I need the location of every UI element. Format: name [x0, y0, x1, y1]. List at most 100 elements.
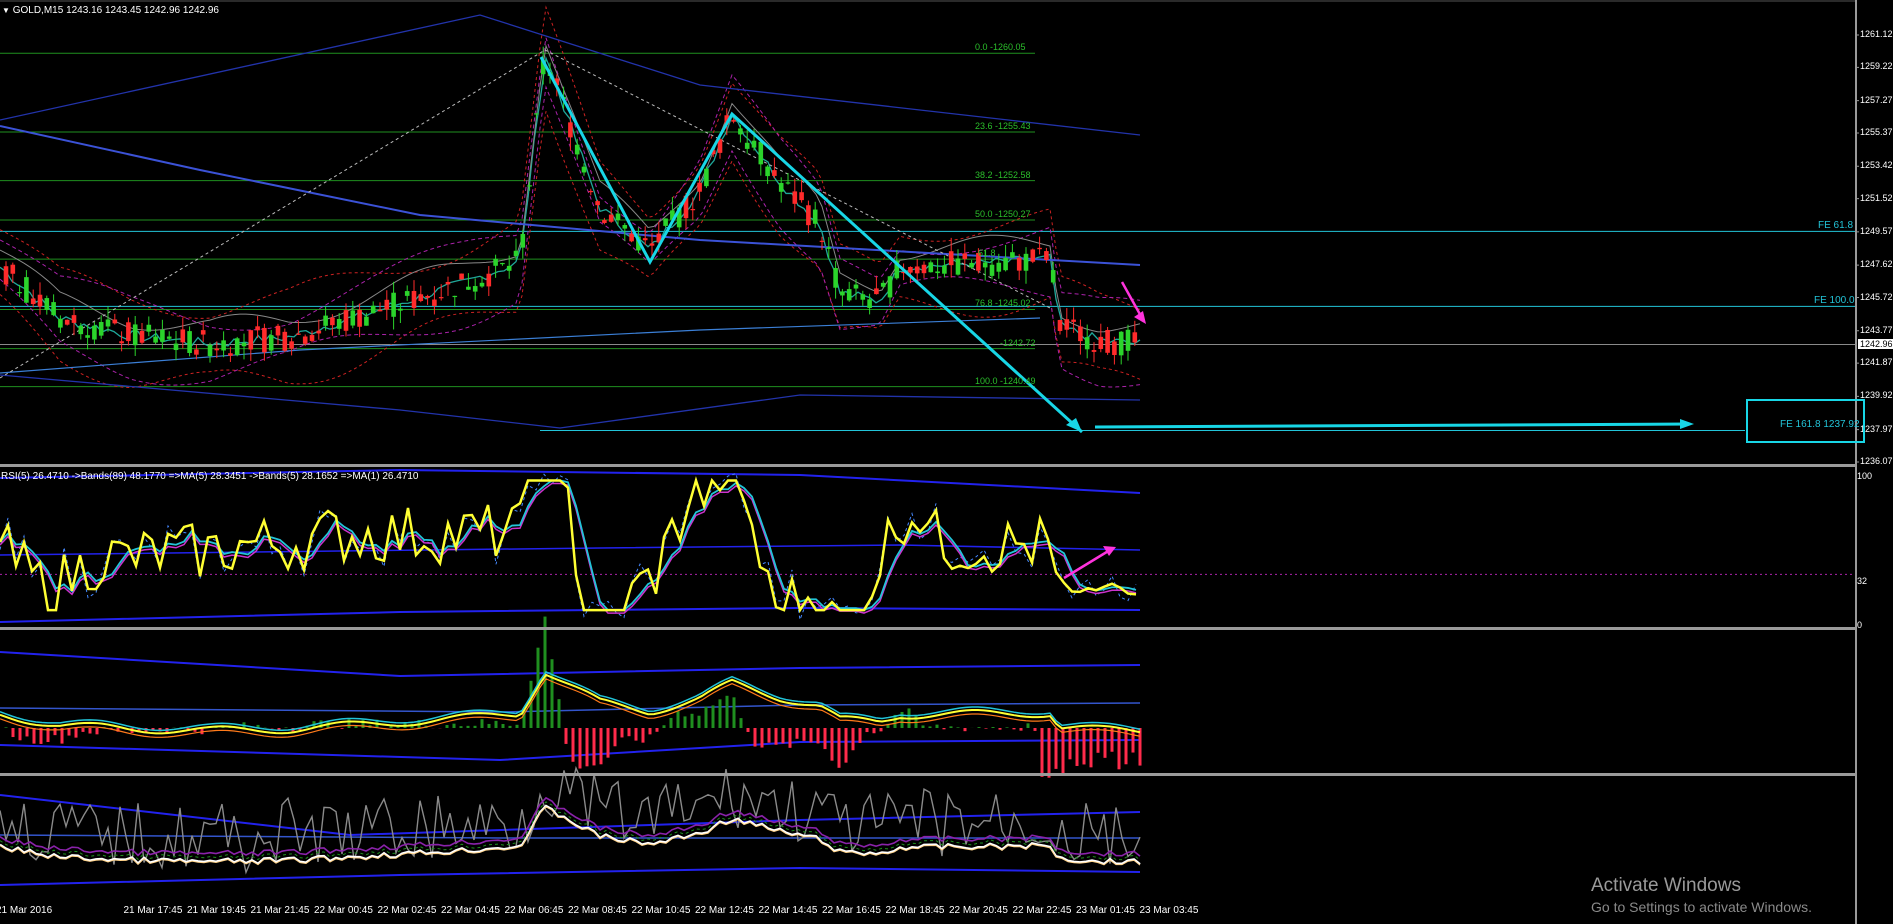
histogram-bar	[277, 728, 281, 731]
fib-level-label: 23.6 -1255.43	[975, 120, 1031, 131]
lower-channel-blue	[0, 374, 1141, 429]
candle-body	[636, 236, 641, 251]
histogram-bar	[354, 725, 358, 728]
candle-body	[921, 264, 927, 274]
fib-anchor-line-2	[544, 49, 1051, 309]
candle-body	[534, 113, 539, 115]
histogram-bar	[39, 728, 43, 744]
pane-separator[interactable]	[0, 464, 1855, 467]
histogram-bar	[1026, 723, 1030, 728]
histogram-bar	[284, 727, 288, 728]
rsi-line-yellow	[0, 476, 1137, 614]
time-tick: 22 Mar 08:45	[568, 905, 627, 916]
candle-body	[438, 297, 444, 299]
time-tick: 22 Mar 02:45	[377, 905, 437, 916]
histogram-bar	[60, 728, 64, 744]
candle-body	[812, 209, 818, 224]
histogram-bar	[886, 723, 890, 728]
candle-body	[51, 302, 56, 316]
fib-level-label: 50.0 -1250.27	[975, 208, 1031, 219]
price-scale-border	[1855, 0, 1857, 924]
candle-body	[343, 310, 349, 331]
histogram-bar	[942, 728, 946, 730]
fib-level-label: 61.8	[978, 248, 996, 259]
histogram-bar	[1096, 728, 1100, 753]
histogram-bar	[928, 726, 932, 728]
candle-body	[894, 260, 900, 279]
candle-body	[1078, 326, 1083, 342]
histogram-bar	[1061, 728, 1065, 775]
rsi-indicator-header: RSI(5) 26.4710 ->Bands(89) 48.1770 =>MA(…	[1, 471, 419, 482]
bottom-lower-band	[0, 866, 1141, 886]
candle-body	[24, 277, 29, 303]
histogram-bar	[4, 727, 8, 728]
histogram-bar	[683, 716, 687, 728]
bottom-purple-line	[0, 796, 1141, 857]
candle-body	[710, 150, 716, 155]
fe-target-highlight-box[interactable]	[1746, 399, 1865, 443]
candle-body	[105, 319, 111, 327]
histogram-bar	[74, 728, 78, 738]
candle-body	[602, 220, 607, 223]
candle-body	[914, 266, 920, 274]
candle-body	[44, 298, 50, 310]
time-tick: 22 Mar 12:45	[695, 905, 754, 916]
candle-body	[942, 265, 947, 274]
histogram-bar	[46, 728, 50, 743]
histogram-bar	[991, 727, 995, 728]
histogram-bar	[893, 714, 897, 728]
fib-level-label: 76.8 -1245.02	[975, 298, 1031, 309]
histogram-bar	[1040, 728, 1044, 777]
price-tick: 1237.97	[1860, 423, 1893, 434]
candle-body	[1003, 257, 1008, 271]
histogram-bar	[851, 728, 855, 751]
candle-body	[425, 296, 430, 298]
candle-body	[799, 192, 804, 201]
rsi-tick: 100	[1857, 471, 1873, 481]
bottom-white-line	[0, 804, 1141, 866]
histogram-bar	[508, 725, 512, 728]
candle-body	[962, 253, 968, 259]
candle-body	[17, 292, 22, 294]
candle-body	[887, 276, 893, 298]
histogram-bar	[256, 724, 260, 728]
candle-body	[472, 286, 478, 292]
histogram-bar	[830, 728, 834, 761]
candle-body	[1105, 329, 1110, 353]
collapse-triangle-icon[interactable]: ▼	[2, 6, 10, 15]
pane-separator[interactable]	[0, 627, 1855, 630]
candle-body	[649, 243, 655, 246]
histogram-bar	[879, 728, 883, 732]
histogram-bar	[739, 718, 743, 728]
histogram-bar	[578, 728, 582, 769]
candle-body	[1091, 350, 1097, 352]
candle-body	[493, 258, 498, 266]
histogram-bar	[186, 728, 190, 731]
candle-body	[513, 250, 519, 257]
candle-body	[595, 201, 600, 206]
histogram-bar	[816, 728, 820, 744]
candle-body	[840, 291, 845, 296]
candle-body	[336, 319, 342, 329]
candle-body	[126, 322, 131, 342]
candle-body	[262, 327, 267, 353]
candle-body	[377, 309, 383, 312]
candle-body	[1044, 251, 1049, 261]
histogram-bar	[984, 728, 988, 729]
histogram-bar	[641, 728, 645, 743]
candle-body	[697, 182, 702, 192]
candle-body	[819, 240, 825, 242]
histogram-bar	[585, 728, 589, 767]
candle-body	[92, 325, 97, 340]
fib-level-label: -1242.72	[1000, 337, 1036, 348]
pane-separator[interactable]	[0, 773, 1855, 776]
histogram-bar	[1075, 728, 1079, 766]
histogram-bar	[963, 728, 967, 732]
fib-anchor-line	[0, 49, 546, 379]
histogram-bar	[151, 728, 155, 730]
histogram-bar	[977, 727, 981, 728]
candle-body	[778, 182, 784, 192]
candle-body	[853, 284, 859, 289]
candle-body	[370, 305, 376, 314]
